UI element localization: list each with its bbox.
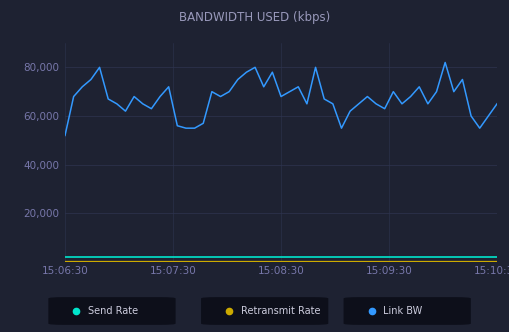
Text: BANDWIDTH USED (kbps): BANDWIDTH USED (kbps) [179, 11, 330, 24]
FancyBboxPatch shape [201, 297, 328, 325]
Text: Retransmit Rate: Retransmit Rate [241, 306, 320, 316]
FancyBboxPatch shape [48, 297, 176, 325]
Text: Send Rate: Send Rate [88, 306, 138, 316]
FancyBboxPatch shape [344, 297, 471, 325]
Text: Link BW: Link BW [383, 306, 422, 316]
